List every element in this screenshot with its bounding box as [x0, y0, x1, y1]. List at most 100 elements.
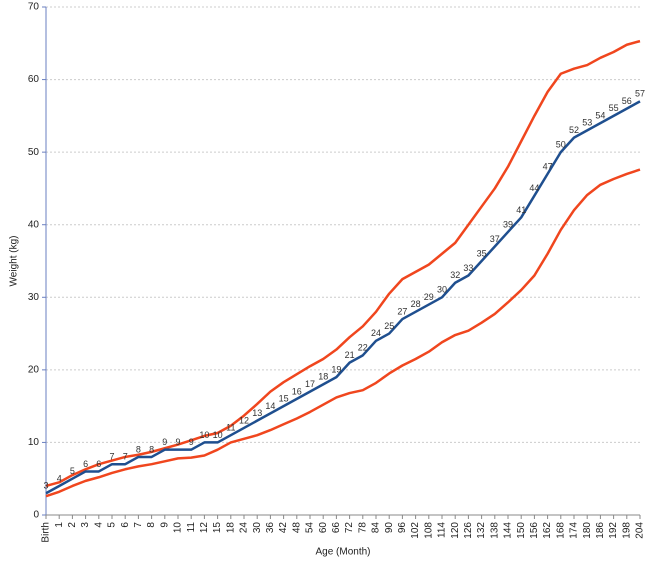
data-label: 54 [595, 110, 605, 120]
x-tick-label: 42 [278, 522, 289, 534]
y-tick-label: 20 [28, 364, 40, 375]
data-label: 14 [265, 401, 275, 411]
data-label: 52 [569, 125, 579, 135]
x-tick-label: 36 [265, 522, 276, 534]
x-tick-label: 30 [252, 522, 263, 534]
series-line [45, 168, 641, 498]
data-label: 56 [622, 96, 632, 106]
data-label: 6 [83, 459, 88, 469]
x-tick-label: 9 [159, 522, 170, 528]
x-tick-label: 5 [107, 522, 118, 528]
x-tick-label: 2 [67, 522, 78, 528]
data-label: 9 [162, 437, 167, 447]
data-label: 53 [582, 118, 592, 128]
data-label: 15 [279, 394, 289, 404]
data-label: 13 [252, 408, 262, 418]
x-tick-label: 186 [595, 522, 606, 539]
x-tick-label: 72 [344, 522, 355, 534]
x-tick-label: 96 [397, 522, 408, 534]
series-line [45, 100, 641, 495]
data-label: 57 [635, 89, 645, 99]
x-tick-label: 12 [199, 522, 210, 534]
y-tick-label: 50 [28, 147, 40, 158]
data-label: 12 [239, 415, 249, 425]
x-tick-label: 54 [305, 522, 316, 534]
x-tick-label: 162 [542, 522, 553, 539]
x-tick-label: 1 [54, 522, 65, 528]
x-tick-label: 204 [635, 522, 646, 539]
y-tick-label: 70 [28, 2, 40, 13]
data-label: 8 [136, 444, 141, 454]
x-tick-label: 60 [318, 522, 329, 534]
data-label: 11 [226, 423, 235, 433]
x-tick-label: 11 [186, 522, 197, 533]
x-tick-label: 102 [410, 522, 421, 539]
y-tick-label: 40 [28, 219, 40, 230]
x-tick-label: 6 [120, 522, 131, 528]
x-tick-label: 114 [437, 522, 448, 538]
y-axis-title: Weight (kg) [9, 236, 20, 287]
x-tick-label: 126 [463, 522, 474, 539]
data-label: 5 [70, 466, 75, 476]
data-label: 10 [199, 430, 209, 440]
data-label: 32 [450, 270, 460, 280]
x-tick-label: 174 [569, 522, 580, 539]
data-label: 41 [516, 205, 526, 215]
x-tick-label: 108 [423, 522, 434, 539]
data-label: 17 [305, 379, 315, 389]
x-tick-label: 150 [516, 522, 527, 539]
x-tick-label: 198 [621, 522, 632, 539]
data-label: 7 [123, 452, 128, 462]
data-label: 25 [384, 321, 394, 331]
data-label: 21 [345, 350, 355, 360]
x-tick-label: 84 [371, 522, 382, 534]
x-tick-label: 132 [476, 522, 487, 539]
x-tick-label: 90 [384, 522, 395, 534]
x-tick-label: 18 [225, 522, 236, 534]
x-tick-label: 3 [80, 522, 91, 528]
data-label: 22 [358, 343, 368, 353]
data-label: 30 [437, 285, 447, 295]
x-tick-label: 156 [529, 522, 540, 539]
x-tick-label: 8 [146, 522, 157, 528]
x-tick-label: 120 [450, 522, 461, 539]
x-tick-label: 180 [582, 522, 593, 539]
x-tick-label: 15 [212, 522, 223, 534]
data-label: 9 [175, 437, 180, 447]
x-tick-label: 4 [93, 522, 104, 528]
y-tick-label: 10 [28, 437, 40, 448]
x-tick-label: 78 [357, 522, 368, 534]
x-tick-label: 138 [489, 522, 500, 539]
data-label: 4 [57, 473, 62, 483]
data-label: 33 [463, 263, 473, 273]
x-tick-label: 24 [239, 522, 250, 534]
data-label: 24 [371, 328, 381, 338]
data-label: 39 [503, 219, 513, 229]
x-tick-label: 7 [133, 522, 144, 528]
data-label: 44 [529, 183, 539, 193]
y-tick-label: 30 [28, 292, 40, 303]
x-tick-label: 48 [291, 522, 302, 534]
data-label: 27 [397, 306, 407, 316]
x-tick-label: 192 [608, 522, 619, 539]
data-label: 50 [556, 140, 566, 150]
data-label: 18 [318, 372, 328, 382]
x-tick-label: 168 [555, 522, 566, 539]
data-label: 19 [331, 364, 341, 374]
x-tick-label: Birth [41, 522, 52, 543]
data-label: 9 [189, 437, 194, 447]
data-label: 35 [477, 248, 487, 258]
data-label: 28 [411, 299, 421, 309]
data-label: 29 [424, 292, 434, 302]
x-tick-label: 66 [331, 522, 342, 534]
x-axis-title: Age (Month) [315, 547, 370, 558]
data-label: 3 [43, 481, 48, 491]
y-tick-label: 60 [28, 74, 40, 85]
data-label: 6 [96, 459, 101, 469]
data-label: 55 [609, 103, 619, 113]
data-label: 10 [213, 430, 223, 440]
data-label: 37 [490, 234, 500, 244]
y-tick-label: 0 [33, 510, 39, 521]
x-tick-label: 144 [503, 522, 514, 539]
